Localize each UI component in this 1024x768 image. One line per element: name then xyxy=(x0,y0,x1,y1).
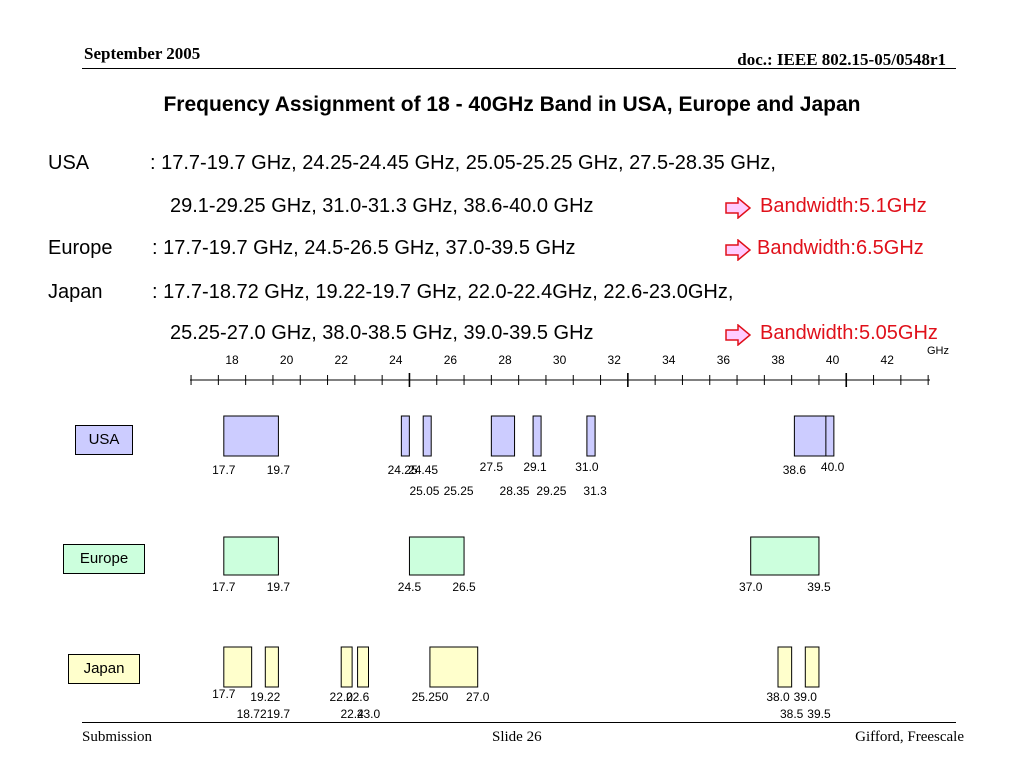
axis-tick-label: 26 xyxy=(444,353,458,367)
europe-region-label: Europe xyxy=(63,544,145,574)
japan-freq-label: 27.0 xyxy=(466,690,490,704)
slide-title: Frequency Assignment of 18 - 40GHz Band … xyxy=(163,93,861,116)
japan-band xyxy=(357,646,369,688)
axis-tick-label: 34 xyxy=(662,353,676,367)
axis-tick-label: 24 xyxy=(389,353,403,367)
europe-arrow-icon xyxy=(725,239,751,261)
usa-freq-label: 25.25 xyxy=(444,484,474,498)
japan-freq-label: 22.0 xyxy=(330,690,354,704)
japan-freq-label: 19.22 xyxy=(250,690,280,704)
usa-band xyxy=(825,415,835,457)
usa-band xyxy=(793,415,828,457)
japan-arrow-icon xyxy=(725,324,751,346)
axis-tick-label: 28 xyxy=(498,353,512,367)
axis-tick-label: 42 xyxy=(881,353,895,367)
axis-tick-label: 18 xyxy=(225,353,239,367)
usa-freq-label: 29.25 xyxy=(536,484,566,498)
japan-band xyxy=(429,646,479,688)
japan-label: Japan xyxy=(48,281,103,303)
japan-freq-label: 18.72 xyxy=(237,707,267,721)
japan-bandwidth: Bandwidth:5.05GHz xyxy=(760,322,938,344)
usa-line-2: 29.1-29.25 GHz, 31.0-31.3 GHz, 38.6-40.0… xyxy=(170,195,594,217)
footer-author: Gifford, Freescale xyxy=(855,729,964,745)
japan-freq-label: 38.0 xyxy=(766,690,790,704)
usa-label: USA xyxy=(48,152,90,174)
usa-bandwidth: Bandwidth:5.1GHz xyxy=(760,195,927,217)
usa-region-label: USA xyxy=(75,425,133,455)
europe-freq-label: 26.5 xyxy=(452,580,476,594)
europe-band xyxy=(223,536,279,576)
axis-tick-label: 40 xyxy=(826,353,840,367)
europe-bandwidth: Bandwidth:6.5GHz xyxy=(757,237,924,259)
japan-line-1: : 17.7-18.72 GHz, 19.22-19.7 GHz, 22.0-2… xyxy=(152,281,734,303)
header-doc-id: doc.: IEEE 802.15-05/0548r1 xyxy=(737,50,946,69)
japan-freq-label: 39.5 xyxy=(807,707,831,721)
axis-tick-label: 30 xyxy=(553,353,567,367)
usa-freq-label: 27.5 xyxy=(480,460,504,474)
japan-freq-label: 19.7 xyxy=(267,707,291,721)
europe-band xyxy=(408,536,465,576)
usa-freq-label: 40.0 xyxy=(821,460,845,474)
frequency-diagram: 18 20 22 24 26 28 30 32 34 36 38 40 42 GHz 17.7 19.7 24.… xyxy=(190,345,949,721)
usa-freq-label: 31.3 xyxy=(583,484,607,498)
japan-region-label: Japan xyxy=(68,654,140,684)
europe-freq-label: 39.5 xyxy=(807,580,831,594)
usa-freq-label: 38.6 xyxy=(783,463,807,477)
header-rule xyxy=(82,68,956,69)
japan-freq-label: 38.5 xyxy=(780,707,804,721)
japan-freq-label: 22.6 xyxy=(346,690,370,704)
usa-freq-label: 31.0 xyxy=(575,460,599,474)
usa-band xyxy=(532,415,542,457)
usa-freq-label: 24.45 xyxy=(408,463,438,477)
europe-line-1: : 17.7-19.7 GHz, 24.5-26.5 GHz, 37.0-39.… xyxy=(152,237,576,259)
usa-freq-label: 24.25 xyxy=(388,463,418,477)
japan-band xyxy=(340,646,353,688)
usa-band xyxy=(400,415,410,457)
usa-band xyxy=(223,415,279,457)
europe-freq-label: 17.7 xyxy=(212,580,236,594)
japan-band xyxy=(264,646,279,688)
axis-tick-label: 32 xyxy=(608,353,622,367)
japan-band xyxy=(223,646,253,688)
europe-freq-label: 37.0 xyxy=(739,580,763,594)
footer-submission: Submission xyxy=(82,729,153,745)
japan-freq-label: 39.0 xyxy=(794,690,818,704)
usa-line-1: : 17.7-19.7 GHz, 24.25-24.45 GHz, 25.05-… xyxy=(150,152,776,174)
header-date: September 2005 xyxy=(84,44,201,63)
europe-band xyxy=(750,536,820,576)
usa-arrow-icon xyxy=(725,197,751,219)
footer-rule xyxy=(82,722,956,723)
europe-freq-label: 19.7 xyxy=(267,580,291,594)
japan-band xyxy=(804,646,820,688)
japan-freq-label: 25.250 xyxy=(412,690,449,704)
usa-band xyxy=(490,415,516,457)
japan-line-2: 25.25-27.0 GHz, 38.0-38.5 GHz, 39.0-39.5… xyxy=(170,322,594,344)
usa-freq-label: 25.05 xyxy=(409,484,439,498)
europe-freq-label: 24.5 xyxy=(398,580,422,594)
europe-label: Europe xyxy=(48,237,113,259)
japan-freq-label: 22.4 xyxy=(340,707,364,721)
usa-freq-label: 28.35 xyxy=(500,484,530,498)
axis-tick-label: 20 xyxy=(280,353,294,367)
axis-tick-label: 38 xyxy=(771,353,785,367)
axis-tick-label: 22 xyxy=(335,353,349,367)
usa-freq-label: 19.7 xyxy=(267,463,291,477)
japan-freq-label: 23.0 xyxy=(357,707,381,721)
axis-unit-label: GHz xyxy=(927,345,949,357)
usa-band xyxy=(422,415,432,457)
usa-freq-label: 29.1 xyxy=(523,460,547,474)
japan-freq-label: 17.7 xyxy=(212,687,236,701)
axis-tick-label: 36 xyxy=(717,353,731,367)
usa-band xyxy=(586,415,596,457)
footer-slide-number: Slide 26 xyxy=(492,729,542,745)
usa-freq-label: 17.7 xyxy=(212,463,236,477)
japan-band xyxy=(777,646,793,688)
